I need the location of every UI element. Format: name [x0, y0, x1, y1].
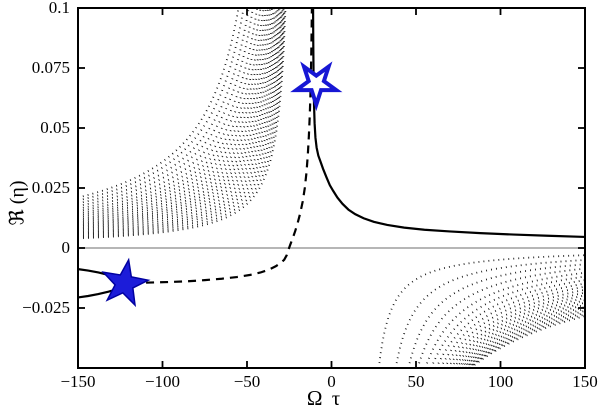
dotted-curve-lower-8 [443, 285, 585, 368]
dotted-curve-lower-20 [468, 313, 585, 368]
dotted-curve-lower-13 [457, 299, 585, 368]
y-tick-label: 0.075 [31, 58, 70, 77]
dotted-curve-upper-2 [78, 8, 250, 205]
x-tick-label: 150 [572, 372, 598, 391]
x-tick-label: 0 [327, 372, 336, 391]
dotted-curve-upper-23 [78, 8, 287, 240]
lower-filled-star-marker-icon [101, 257, 151, 308]
dotted-curve-lower-7 [439, 282, 585, 368]
dotted-curve-lower-18 [466, 310, 585, 368]
x-tick-label: 50 [407, 372, 425, 391]
dotted-curve-upper-6 [78, 8, 265, 215]
upper-open-star-marker-icon [290, 61, 343, 112]
dotted-curve-upper-0 [78, 8, 240, 199]
x-tick-label: 100 [487, 372, 514, 391]
dotted-curve-lower-19 [467, 311, 585, 368]
dotted-curve-upper-15 [78, 8, 280, 230]
dashed-branch-curve [132, 8, 313, 285]
x-tick-label: −50 [233, 372, 261, 391]
dotted-curve-lower-21 [470, 315, 585, 368]
dotted-curve-upper-4 [78, 8, 259, 210]
dotted-curve-upper-1 [78, 8, 245, 202]
curves-group [78, 8, 585, 368]
x-tick-label: −100 [144, 372, 181, 391]
dotted-curve-lower-3 [416, 267, 585, 368]
solid-resonance-branch-curve [311, 8, 585, 239]
dotted-curve-lower-2 [407, 263, 585, 368]
dotted-curve-upper-11 [78, 8, 275, 224]
y-tick-label: −0.025 [22, 298, 70, 317]
dotted-curve-upper-16 [78, 8, 281, 231]
dotted-curve-upper-9 [78, 8, 272, 220]
x-tick-label: −150 [60, 372, 96, 391]
dotted-curve-lower-5 [430, 275, 585, 368]
y-tick-label: 0 [61, 238, 71, 257]
y-tick-label: 0.05 [40, 118, 70, 137]
x-axis-label: Ω τ [306, 386, 343, 410]
y-tick-label: 0.1 [48, 0, 70, 17]
dotted-curve-upper-5 [78, 8, 262, 212]
y-tick-label: 0.025 [31, 178, 70, 197]
dotted-curve-lower-6 [435, 279, 585, 368]
dotted-curve-upper-12 [78, 8, 277, 225]
dotted-curve-lower-15 [461, 304, 585, 368]
dotted-curve-lower-10 [450, 291, 585, 368]
dotted-curve-upper-17 [78, 8, 282, 233]
dotted-curve-lower-1 [394, 259, 585, 368]
dotted-curve-upper-18 [78, 8, 283, 234]
dotted-curve-upper-3 [78, 8, 254, 207]
dotted-curve-upper-7 [78, 8, 267, 217]
